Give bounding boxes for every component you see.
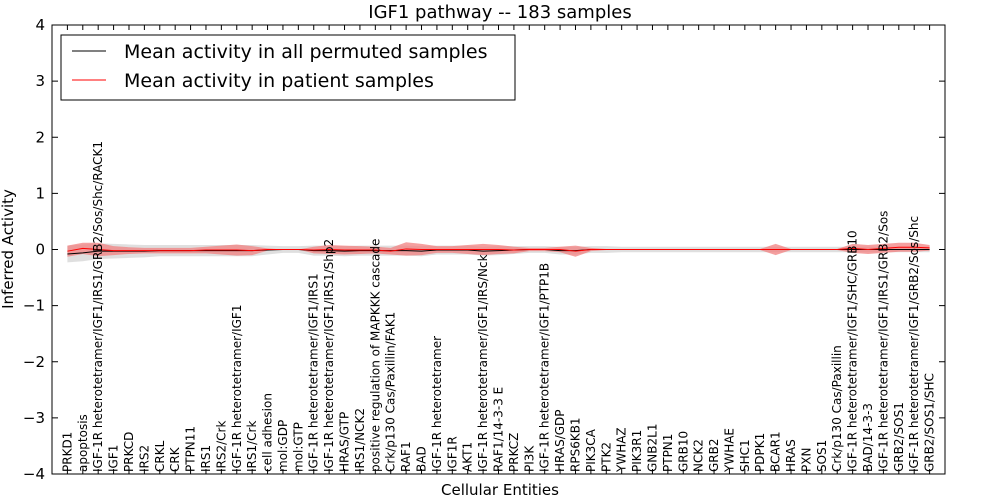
legend-label-permuted: Mean activity in all permuted samples	[124, 41, 487, 63]
x-tick-label: SOS1	[815, 440, 829, 472]
legend-box	[60, 34, 516, 101]
y-tick-label: −2	[23, 353, 45, 371]
x-tick-label: IRS1/NCK2	[353, 408, 367, 472]
x-tick-label: CRKL	[153, 440, 167, 472]
legend-label-patient: Mean activity in patient samples	[124, 70, 434, 92]
x-tick-label: NCK2	[692, 439, 706, 472]
y-tick-label: 3	[35, 72, 45, 90]
x-tick-label: BAD/14-3-3	[861, 403, 875, 472]
x-tick-label: IRS2/Crk	[214, 421, 228, 472]
x-tick-label: IGF1	[107, 445, 121, 472]
x-tick-label: RAF1	[399, 441, 413, 472]
x-tick-label: YWHAZ	[615, 427, 629, 473]
x-axis-title: Cellular Entities	[441, 481, 559, 499]
x-tick-label: PTPN11	[184, 426, 198, 472]
plot-area	[67, 242, 930, 263]
x-tick-label: HRAS/GDP	[553, 409, 567, 472]
x-tick-label: IRS1/Crk	[245, 421, 259, 472]
series-line-patient	[67, 246, 930, 252]
x-tick-label: PIK3CA	[584, 428, 598, 472]
x-tick-label: IGF-1R heterotetramer/IGF1/IRS1	[307, 273, 321, 472]
x-tick-label: cell adhesion	[261, 393, 275, 472]
x-tick-label: YWHAE	[722, 428, 736, 473]
y-tick-label: −3	[23, 409, 45, 427]
x-tick-label: apoptosis	[76, 414, 90, 472]
x-tick-label: IGF-1R heterotetramer/IGF1	[230, 305, 244, 472]
x-tick-label: IGF-1R heterotetramer/IGF1/GRB2/Sos/Shc	[907, 216, 921, 472]
x-tick-label: GRB2/SOS1	[892, 402, 906, 472]
x-tick-label: BAD	[415, 446, 429, 472]
x-tick-label: AKT1	[461, 442, 475, 472]
x-tick-label: BCAR1	[769, 431, 783, 472]
x-tick-label: IGF-1R heterotetramer/IGF1/IRS/Nck	[476, 254, 490, 472]
x-tick-label: IGF-1R heterotetramer/IGF1/IRS1/GRB2/Sos	[876, 211, 890, 472]
y-tick-label: −1	[23, 297, 45, 315]
y-axis-title: Inferred Activity	[0, 189, 17, 309]
y-tick-label: 1	[35, 184, 45, 202]
x-tick-label: SHC1	[738, 439, 752, 472]
chart-title: IGF1 pathway -- 183 samples	[368, 2, 631, 23]
x-tick-label: PRKD1	[60, 432, 74, 472]
x-tick-label: PIK3R1	[630, 430, 644, 472]
category-labels: PRKD1 apoptosis IGF-1R heterotetramer/IGF1…	[60, 141, 936, 473]
x-tick-label: GNB2L1	[645, 424, 659, 472]
x-tick-label: mol:GTP	[291, 422, 305, 472]
x-tick-label: GRB10	[676, 431, 690, 472]
y-tick-label: 4	[35, 16, 45, 34]
x-tick-label: RPS6KB1	[568, 417, 582, 472]
legend: Mean activity in all permuted samples Me…	[60, 34, 516, 101]
x-tick-label: IGF-1R heterotetramer/IGF1/SHC/GRB10	[846, 230, 860, 472]
y-tick-label: 0	[35, 241, 45, 259]
y-tick-label: 2	[35, 128, 45, 146]
x-tick-label: IGF-1R heterotetramer	[430, 336, 444, 472]
x-tick-label: PTPN1	[661, 434, 675, 472]
x-tick-label: IGF-1R heterotetramer/IGF1/IRS1/Shp2	[322, 239, 336, 472]
x-tick-label: GRB2	[707, 438, 721, 472]
x-tick-label: PDPK1	[753, 433, 767, 472]
x-tick-label: positive regulation of MAPKKK cascade	[368, 239, 382, 472]
axis-ticks: −4 −3 −2 −1 0 1 2 3 4	[23, 16, 945, 483]
x-tick-label: PRKCZ	[507, 433, 521, 472]
x-tick-label: PRKCD	[122, 432, 136, 472]
x-tick-label: CRK	[168, 446, 182, 472]
x-tick-label: GRB2/SOS1/SHC	[923, 373, 937, 472]
x-tick-label: IRS1	[199, 445, 213, 472]
x-tick-label: HRAS/GTP	[338, 412, 352, 472]
y-tick-label: −4	[23, 465, 45, 483]
x-tick-label: RAF1/14-3-3 E	[492, 387, 506, 472]
x-tick-label: Crk/p130 Cas/Paxillin/FAK1	[384, 312, 398, 472]
x-tick-label: HRAS	[784, 439, 798, 472]
x-tick-label: mol:GDP	[276, 420, 290, 472]
x-tick-label: IGF-1R heterotetramer/IGF1/IRS1/GRB2/Sos…	[91, 141, 105, 472]
x-tick-label: PTK2	[599, 442, 613, 472]
x-tick-label: IGF1R	[445, 436, 459, 472]
x-tick-label: Crk/p130 Cas/Paxillin	[830, 345, 844, 472]
x-tick-label: IRS2	[137, 445, 151, 472]
x-tick-label: PXN	[799, 448, 813, 472]
x-tick-label: IGF-1R heterotetramer/IGF1/PTP1B	[538, 263, 552, 472]
x-tick-label: PI3K	[522, 445, 536, 472]
